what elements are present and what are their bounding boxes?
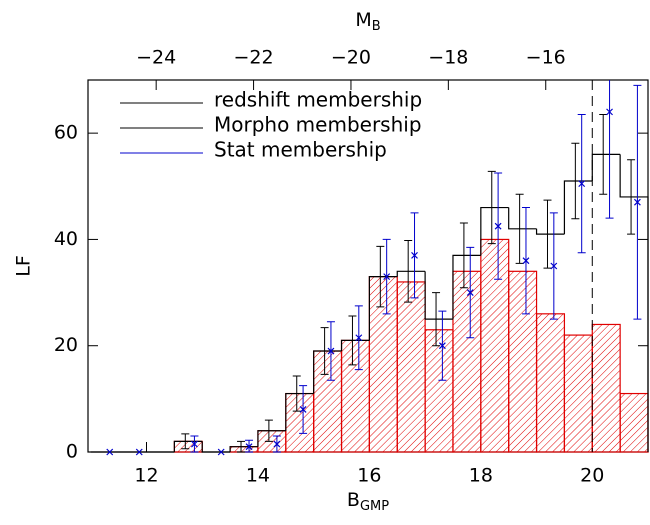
y-tick-label: 20: [54, 334, 78, 356]
histogram-bar: [285, 392, 315, 453]
point-marker: [299, 406, 307, 413]
point-marker: [355, 334, 363, 342]
histogram-bar: [619, 392, 649, 453]
legend-label: Stat membership: [214, 138, 387, 162]
x2-tick-label: −20: [331, 47, 371, 69]
error-bar: [459, 222, 468, 289]
point-marker: [245, 443, 253, 451]
histogram-step: [591, 153, 621, 181]
point-marker: [633, 198, 641, 206]
point-marker: [273, 440, 281, 448]
x-tick-label: 20: [580, 465, 604, 487]
point-marker: [217, 448, 225, 456]
histogram-bar: [535, 313, 566, 453]
point-marker: [135, 448, 143, 456]
point-marker: [606, 108, 613, 116]
point-marker: [522, 257, 530, 265]
error-bar: [404, 239, 413, 303]
error-bar: [571, 142, 580, 220]
histogram-step: [480, 206, 509, 256]
histogram-step: [424, 271, 453, 320]
x-tick-label: 18: [469, 465, 493, 487]
x2-tick-label: −22: [234, 47, 274, 69]
point-marker: [106, 448, 114, 456]
histogram-step: [508, 207, 537, 230]
histogram-bar: [229, 446, 259, 453]
point-marker: [494, 222, 502, 230]
histogram-step: [285, 392, 314, 431]
point-marker: [578, 180, 586, 188]
error-bar: [432, 292, 441, 347]
histogram-step: [535, 228, 565, 235]
histogram-step: [173, 440, 203, 452]
y-tick-label: 40: [54, 228, 78, 250]
histogram-bar: [563, 334, 593, 453]
point-marker: [411, 251, 418, 259]
error-bar: [348, 315, 357, 366]
histogram-step: [396, 270, 426, 277]
histogram-bar: [313, 350, 343, 453]
y-tick-label: 60: [54, 122, 78, 144]
histogram-bar: [340, 339, 370, 453]
point-marker: [466, 289, 474, 296]
error-bar: [515, 193, 524, 264]
histogram-bar: [480, 238, 510, 453]
error-bar: [292, 375, 301, 412]
point-marker: [327, 347, 335, 355]
x2-axis-title: MB: [355, 9, 380, 34]
histogram-step: [563, 180, 593, 235]
histogram-bar: [452, 270, 482, 453]
x-tick-label: 16: [357, 465, 381, 487]
histogram-bar: [508, 270, 538, 453]
x2-tick-label: −24: [136, 47, 176, 69]
error-bar: [376, 245, 385, 308]
y-tick-label: 0: [66, 441, 78, 463]
histogram-bar: [591, 323, 621, 453]
x-tick-label: 14: [246, 465, 270, 487]
x-axis-title: BGMP: [347, 489, 389, 514]
x-tick-label: 12: [134, 465, 158, 487]
histogram-step: [619, 154, 649, 452]
point-marker: [550, 262, 558, 270]
histogram-step: [340, 339, 370, 352]
histogram-bar: [396, 281, 426, 453]
legend-label: Morpho membership: [214, 113, 422, 137]
histogram-step: [368, 276, 398, 341]
x2-tick-label: −16: [526, 47, 566, 69]
error-bar: [237, 440, 246, 453]
error-bar: [605, 80, 614, 219]
y-axis-title: LF: [13, 255, 35, 277]
legend-label: redshift membership: [214, 88, 422, 112]
error-bar: [627, 159, 636, 235]
histogram-step: [201, 441, 231, 453]
point-marker: [438, 342, 446, 350]
x2-tick-label: −18: [428, 47, 468, 69]
histogram-bar: [424, 329, 454, 453]
histogram-step: [452, 254, 481, 320]
error-bar: [181, 433, 190, 450]
error-bar: [264, 419, 273, 442]
histogram-bar: [368, 276, 398, 453]
error-bar: [543, 199, 552, 269]
error-bar: [599, 114, 608, 195]
histogram-step: [257, 430, 286, 447]
point-marker: [191, 440, 198, 448]
error-bar: [320, 327, 329, 375]
histogram-step: [313, 350, 342, 394]
point-marker: [383, 273, 391, 281]
error-bar: [487, 170, 496, 245]
histogram-bar: [173, 440, 203, 453]
